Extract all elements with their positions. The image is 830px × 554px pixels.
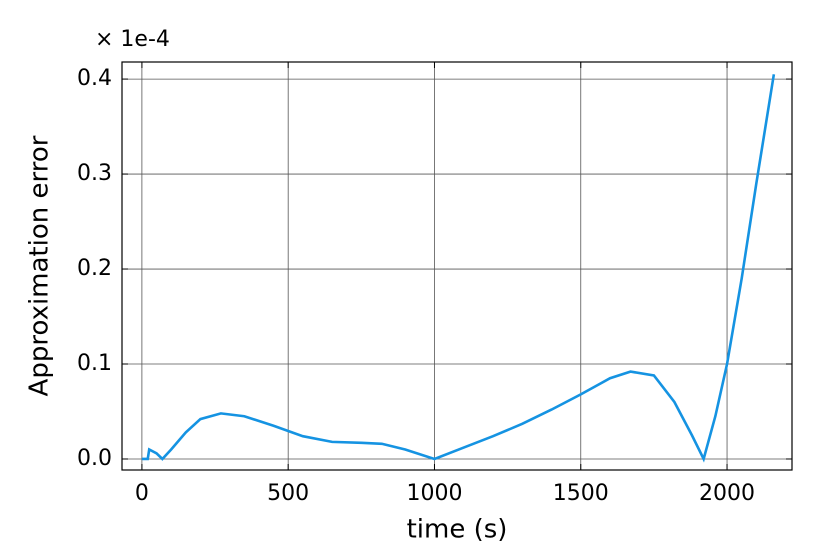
x-tick-label: 0	[135, 481, 149, 506]
x-tick-label: 1500	[553, 481, 609, 506]
x-tick-label: 2000	[699, 481, 755, 506]
y-tick-label: 0.3	[77, 161, 112, 186]
x-tick-label: 1000	[406, 481, 462, 506]
offset-label: × 1e-4	[95, 27, 170, 52]
data-line	[141, 74, 776, 463]
y-tick-label: 0.1	[77, 351, 112, 376]
plot-frame	[121, 61, 793, 471]
y-tick-label: 0.2	[77, 256, 112, 281]
y-tick-label: 0.0	[77, 446, 112, 471]
y-axis-label: Approximation error	[25, 135, 55, 396]
x-axis-label: time (s)	[407, 515, 508, 545]
y-tick-label: 0.4	[77, 66, 112, 91]
x-tick-label: 500	[267, 481, 309, 506]
